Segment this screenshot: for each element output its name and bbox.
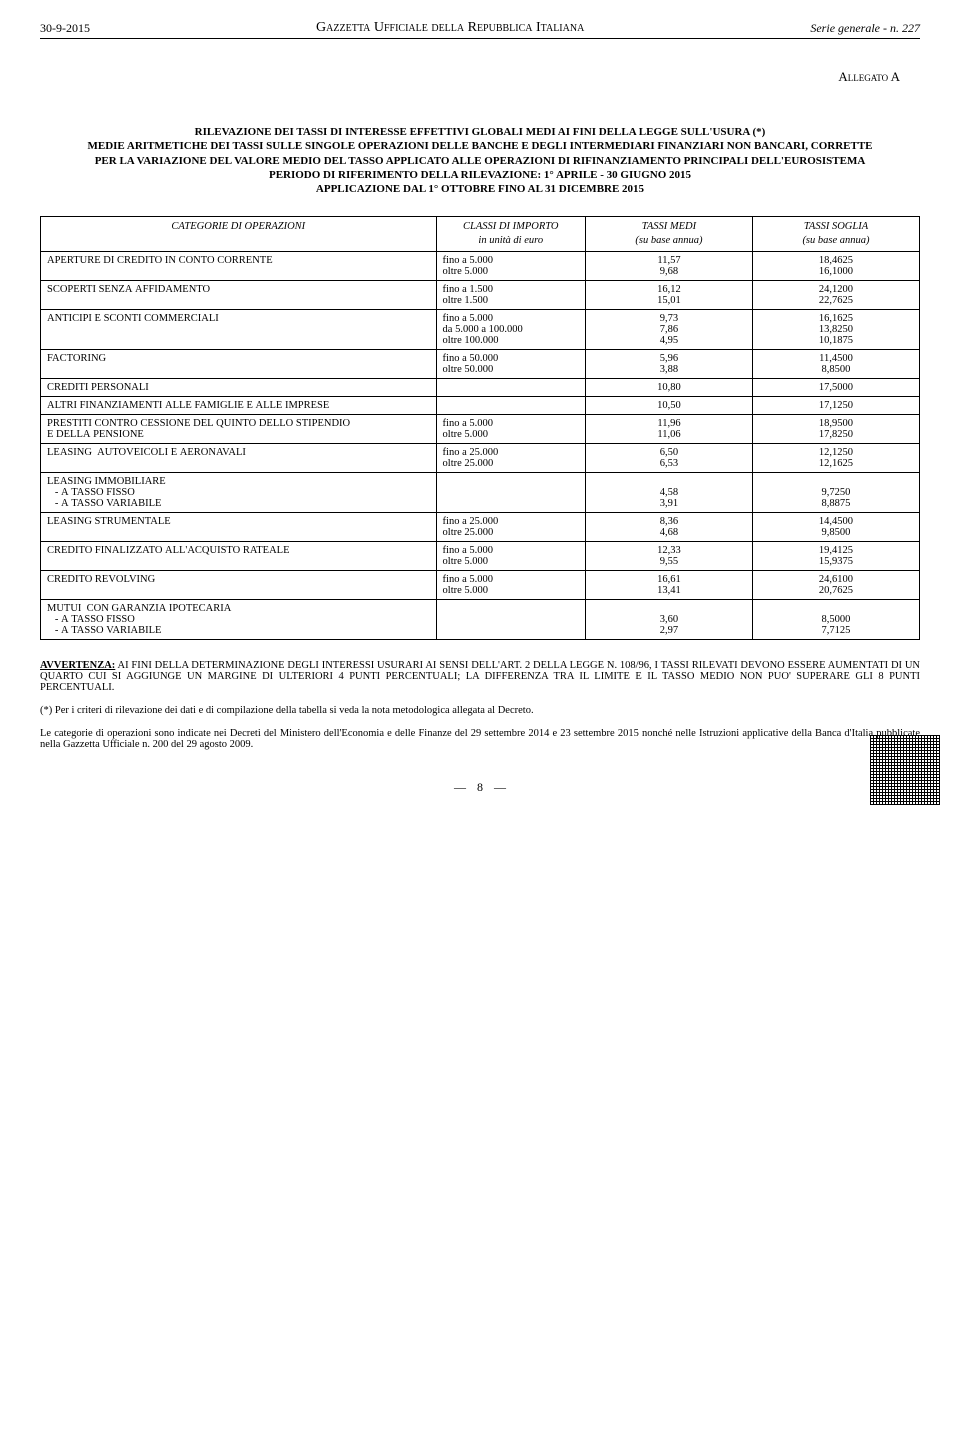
cell-tassi-medi: 12,339,55 xyxy=(585,541,752,570)
cell-tassi-soglia: 17,1250 xyxy=(752,396,919,414)
table-row: LEASING AUTOVEICOLI E AERONAVALIfino a 2… xyxy=(41,443,920,472)
th-class: CLASSI DI IMPORTO in unità di euro xyxy=(436,217,585,251)
cell-tassi-medi: 3,602,97 xyxy=(585,599,752,639)
cell-tassi-soglia: 16,162513,825010,1875 xyxy=(752,309,919,349)
page-number-value: 8 xyxy=(477,780,483,794)
cell-category: ALTRI FINANZIAMENTI ALLE FAMIGLIE E ALLE… xyxy=(41,396,437,414)
table-row: SCOPERTI SENZA AFFIDAMENTOfino a 1.500ol… xyxy=(41,280,920,309)
cell-class: fino a 25.000oltre 25.000 xyxy=(436,512,585,541)
avvertenza-text: AI FINI DELLA DETERMINAZIONE DEGLI INTER… xyxy=(40,660,920,693)
cell-tassi-medi: 16,6113,41 xyxy=(585,570,752,599)
cell-class: fino a 25.000oltre 25.000 xyxy=(436,443,585,472)
cell-tassi-soglia: 11,45008,8500 xyxy=(752,349,919,378)
qr-code-icon xyxy=(870,735,940,805)
cell-tassi-soglia: 18,950017,8250 xyxy=(752,414,919,443)
table-row: LEASING STRUMENTALEfino a 25.000oltre 25… xyxy=(41,512,920,541)
table-row: LEASING IMMOBILIARE - A TASSO FISSO - A … xyxy=(41,472,920,512)
header-date: 30-9-2015 xyxy=(40,21,90,36)
th-medi-l1: TASSI MEDI xyxy=(642,221,696,232)
cell-class: fino a 5.000oltre 5.000 xyxy=(436,414,585,443)
cell-class xyxy=(436,378,585,396)
cell-class: fino a 5.000da 5.000 a 100.000oltre 100.… xyxy=(436,309,585,349)
cell-category: PRESTITI CONTRO CESSIONE DEL QUINTO DELL… xyxy=(41,414,437,443)
cell-tassi-soglia: 9,72508,8875 xyxy=(752,472,919,512)
table-row: CREDITI PERSONALI 10,8017,5000 xyxy=(41,378,920,396)
cell-tassi-soglia: 12,125012,1625 xyxy=(752,443,919,472)
cell-tassi-soglia: 14,45009,8500 xyxy=(752,512,919,541)
cell-category: LEASING IMMOBILIARE - A TASSO FISSO - A … xyxy=(41,472,437,512)
dash-right: — xyxy=(494,780,506,794)
header-title: Gazzetta Ufficiale della Repubblica Ital… xyxy=(316,20,584,36)
cell-tassi-soglia: 24,610020,7625 xyxy=(752,570,919,599)
cell-category: SCOPERTI SENZA AFFIDAMENTO xyxy=(41,280,437,309)
cell-category: LEASING AUTOVEICOLI E AERONAVALI xyxy=(41,443,437,472)
page-number: — 8 — xyxy=(40,780,920,795)
cell-tassi-soglia: 24,120022,7625 xyxy=(752,280,919,309)
cell-category: MUTUI CON GARANZIA IPOTECARIA - A TASSO … xyxy=(41,599,437,639)
cell-tassi-soglia: 8,50007,7125 xyxy=(752,599,919,639)
cell-category: ANTICIPI E SCONTI COMMERCIALI xyxy=(41,309,437,349)
cell-class xyxy=(436,472,585,512)
rates-table: CATEGORIE DI OPERAZIONI CLASSI DI IMPORT… xyxy=(40,216,920,639)
cell-tassi-medi: 6,506,53 xyxy=(585,443,752,472)
cell-tassi-soglia: 18,462516,1000 xyxy=(752,251,919,280)
table-row: PRESTITI CONTRO CESSIONE DEL QUINTO DELL… xyxy=(41,414,920,443)
cell-category: CREDITI PERSONALI xyxy=(41,378,437,396)
th-class-l2: in unità di euro xyxy=(478,235,543,246)
table-row: ANTICIPI E SCONTI COMMERCIALIfino a 5.00… xyxy=(41,309,920,349)
cell-tassi-medi: 9,737,864,95 xyxy=(585,309,752,349)
cell-class: fino a 5.000oltre 5.000 xyxy=(436,541,585,570)
main-title: RILEVAZIONE DEI TASSI DI INTERESSE EFFET… xyxy=(40,125,920,196)
footnote-categories: Le categorie di operazioni sono indicate… xyxy=(40,728,920,750)
cell-class: fino a 5.000oltre 5.000 xyxy=(436,570,585,599)
table-row: ALTRI FINANZIAMENTI ALLE FAMIGLIE E ALLE… xyxy=(41,396,920,414)
cell-category: CREDITO REVOLVING xyxy=(41,570,437,599)
table-row: MUTUI CON GARANZIA IPOTECARIA - A TASSO … xyxy=(41,599,920,639)
th-class-l1: CLASSI DI IMPORTO xyxy=(463,221,558,232)
th-category: CATEGORIE DI OPERAZIONI xyxy=(41,217,437,251)
header-series: Serie generale - n. 227 xyxy=(810,21,920,36)
cell-tassi-medi: 10,80 xyxy=(585,378,752,396)
cell-class xyxy=(436,599,585,639)
cell-class: fino a 1.500oltre 1.500 xyxy=(436,280,585,309)
th-medi: TASSI MEDI (su base annua) xyxy=(585,217,752,251)
cell-category: APERTURE DI CREDITO IN CONTO CORRENTE xyxy=(41,251,437,280)
th-soglia: TASSI SOGLIA (su base annua) xyxy=(752,217,919,251)
table-row: CREDITO FINALIZZATO ALL'ACQUISTO RATEALE… xyxy=(41,541,920,570)
cell-category: CREDITO FINALIZZATO ALL'ACQUISTO RATEALE xyxy=(41,541,437,570)
cell-tassi-medi: 16,1215,01 xyxy=(585,280,752,309)
cell-tassi-medi: 10,50 xyxy=(585,396,752,414)
avvertenza-label: AVVERTENZA: xyxy=(40,660,115,671)
cell-class: fino a 50.000oltre 50.000 xyxy=(436,349,585,378)
cell-category: LEASING STRUMENTALE xyxy=(41,512,437,541)
cell-tassi-soglia: 19,412515,9375 xyxy=(752,541,919,570)
allegato-label: Allegato A xyxy=(40,69,920,85)
cell-tassi-medi: 4,583,91 xyxy=(585,472,752,512)
cell-tassi-medi: 11,579,68 xyxy=(585,251,752,280)
page-header: 30-9-2015 Gazzetta Ufficiale della Repub… xyxy=(40,20,920,39)
cell-tassi-medi: 8,364,68 xyxy=(585,512,752,541)
th-soglia-l1: TASSI SOGLIA xyxy=(804,221,868,232)
cell-tassi-medi: 11,9611,06 xyxy=(585,414,752,443)
cell-class: fino a 5.000oltre 5.000 xyxy=(436,251,585,280)
cell-tassi-medi: 5,963,88 xyxy=(585,349,752,378)
cell-category: FACTORING xyxy=(41,349,437,378)
avvertenza: AVVERTENZA: AI FINI DELLA DETERMINAZIONE… xyxy=(40,660,920,693)
th-medi-l2: (su base annua) xyxy=(635,235,702,246)
footnote-criteria: (*) Per i criteri di rilevazione dei dat… xyxy=(40,705,920,716)
table-row: APERTURE DI CREDITO IN CONTO CORRENTEfin… xyxy=(41,251,920,280)
table-row: CREDITO REVOLVINGfino a 5.000oltre 5.000… xyxy=(41,570,920,599)
th-soglia-l2: (su base annua) xyxy=(802,235,869,246)
table-row: FACTORINGfino a 50.000oltre 50.0005,963,… xyxy=(41,349,920,378)
cell-class xyxy=(436,396,585,414)
dash-left: — xyxy=(454,780,466,794)
cell-tassi-soglia: 17,5000 xyxy=(752,378,919,396)
